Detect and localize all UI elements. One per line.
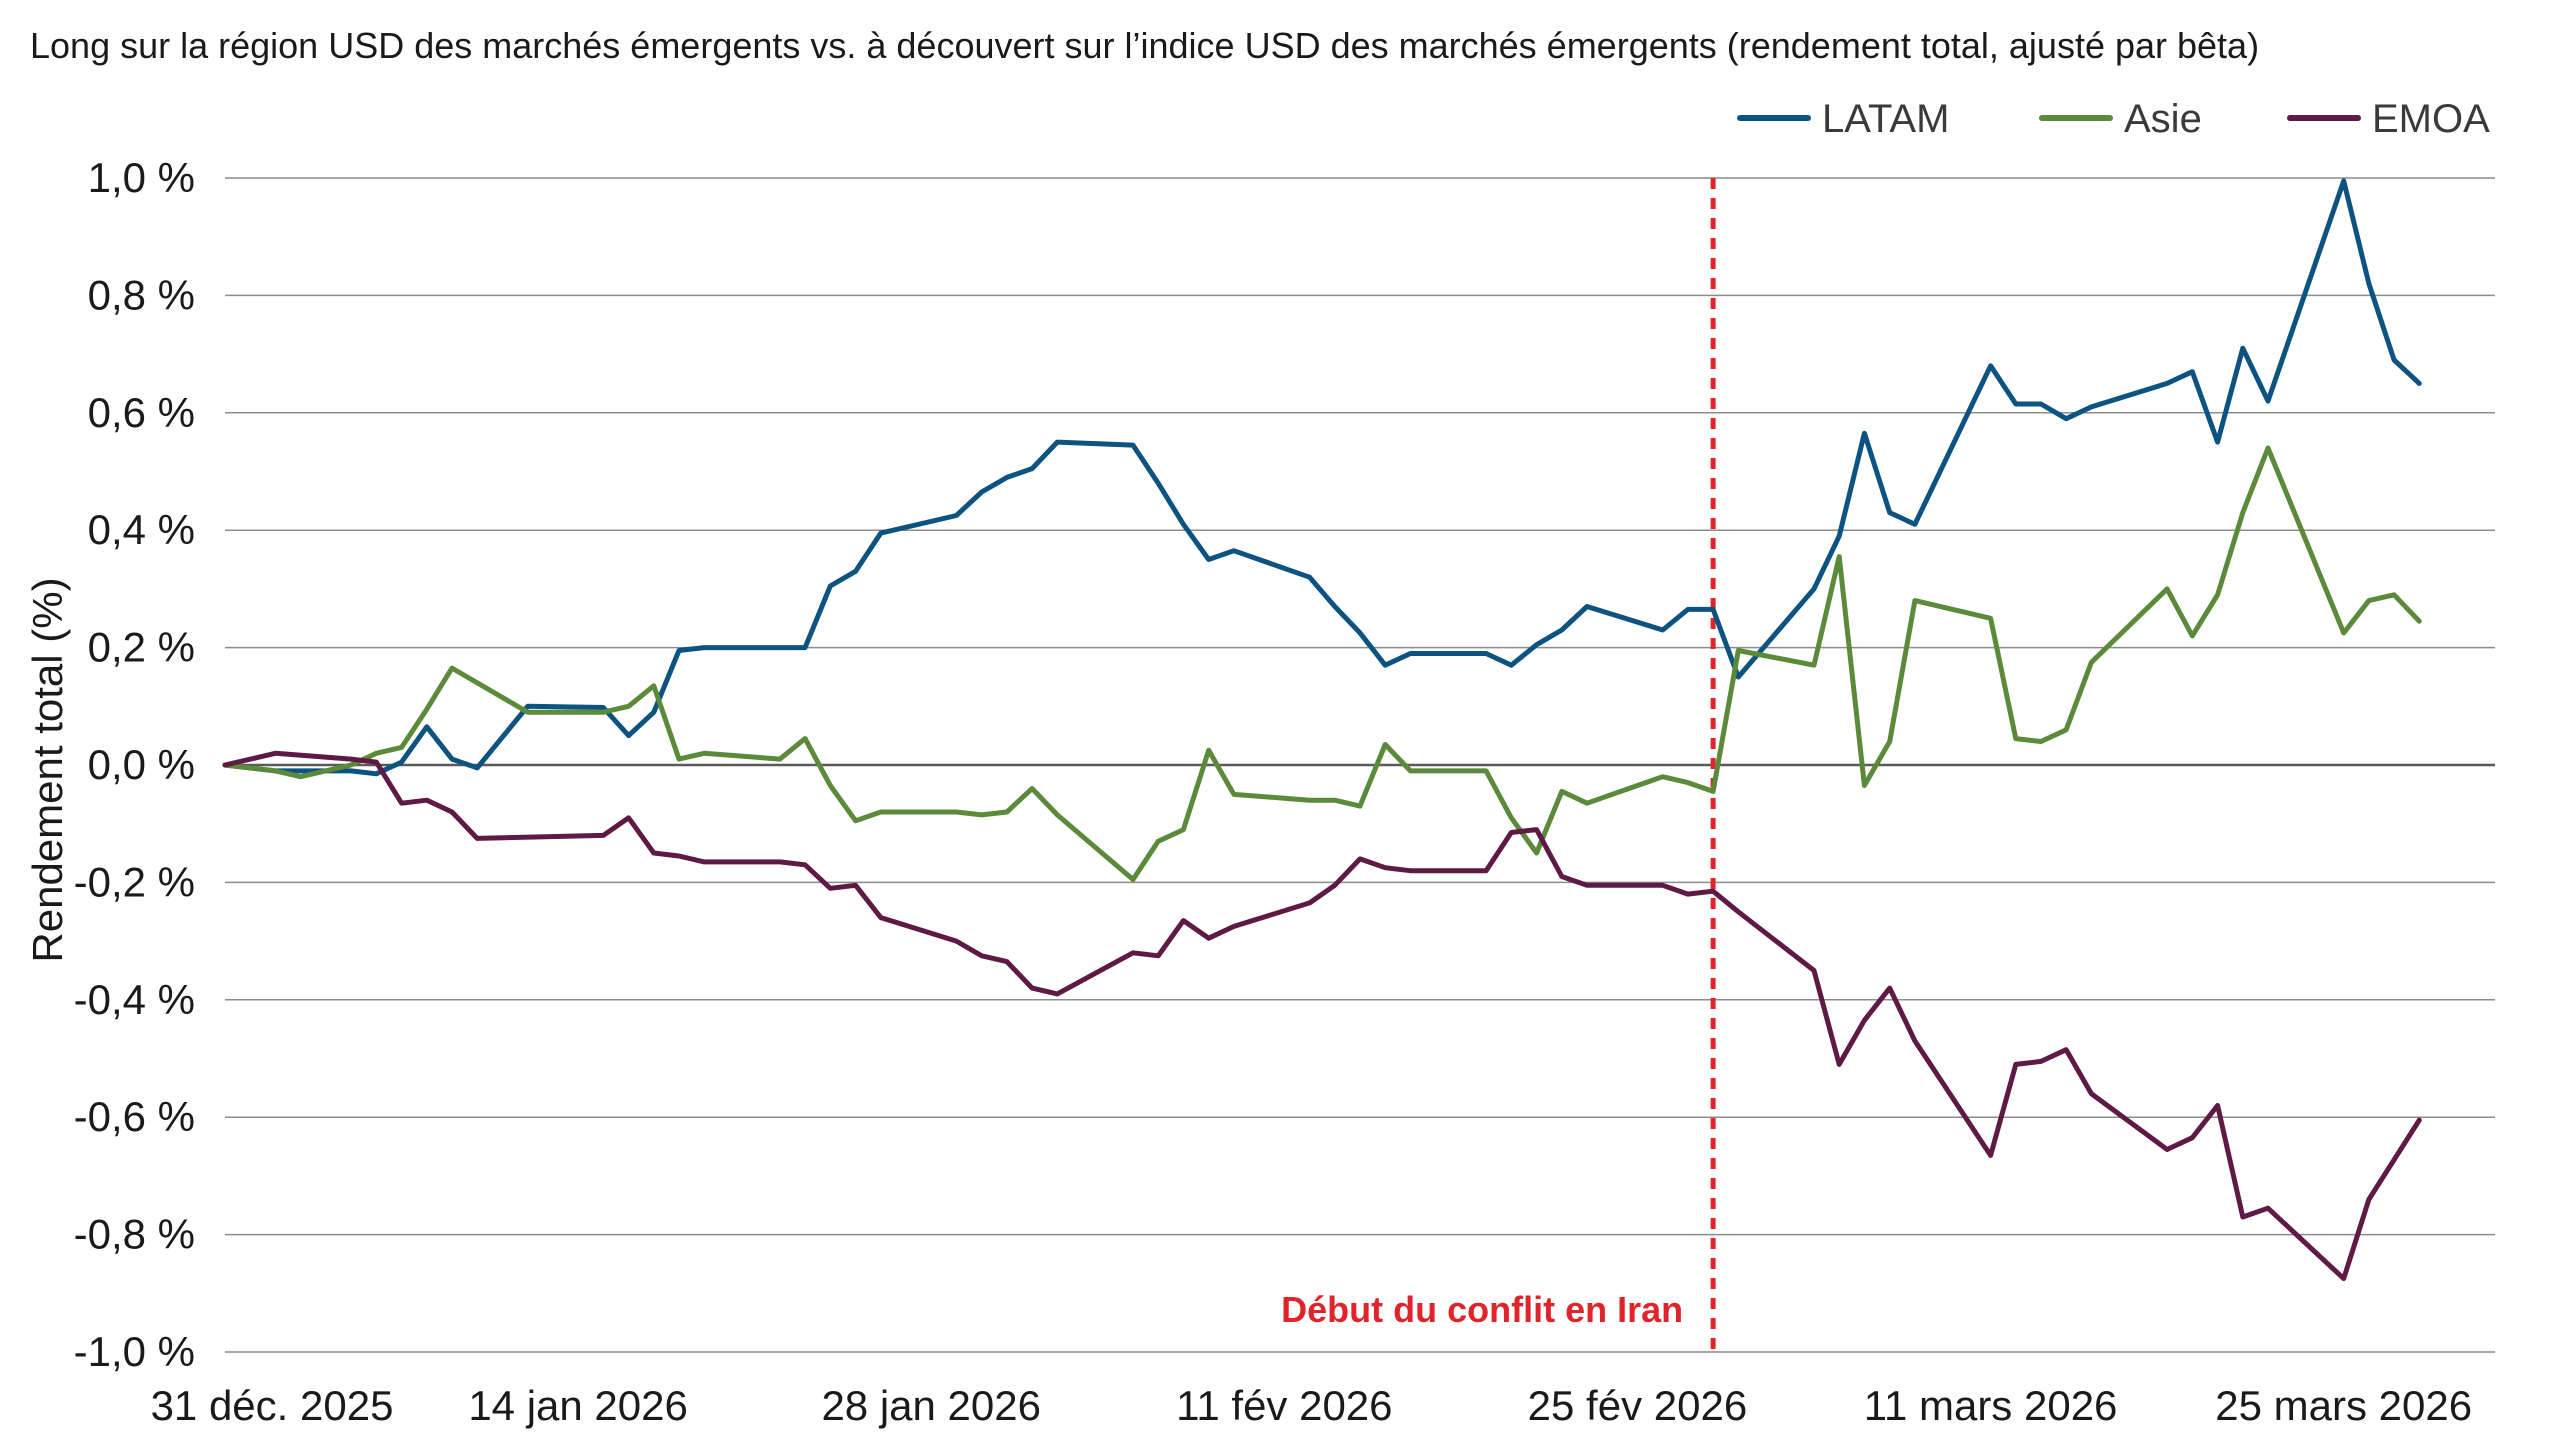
series-line-asie [222, 445, 2422, 882]
y-tick-label: 0,6 % [88, 389, 195, 436]
x-tick-label: 25 mars 2026 [2215, 1382, 2472, 1429]
legend: LATAM Asie EMOA [1737, 97, 2490, 141]
y-tick-label: 0,8 % [88, 271, 195, 318]
series-lines [222, 178, 2422, 1282]
legend-label-asie: Asie [2124, 97, 2202, 141]
x-tick-label: 28 jan 2026 [821, 1382, 1041, 1429]
y-tick-label: -1,0 % [74, 1328, 195, 1375]
x-axis-ticks: 31 déc. 2025 14 jan 2026 28 jan 2026 11 fév… [151, 1382, 2473, 1429]
chart-title: Long sur la région USD des marchés émerg… [30, 25, 2259, 66]
y-axis-title: Rendement total (%) [24, 577, 71, 962]
y-tick-label: 1,0 % [88, 154, 195, 201]
y-tick-label: -0,6 % [74, 1093, 195, 1140]
series-line-emoa [222, 750, 2422, 1282]
y-tick-label: 0,0 % [88, 741, 195, 788]
series-line-latam [222, 178, 2422, 777]
x-tick-label: 25 fév 2026 [1528, 1382, 1748, 1429]
y-axis-ticks: 1,0 % 0,8 % 0,6 % 0,4 % 0,2 % 0,0 % -0,2 % -0,4… [74, 154, 195, 1375]
x-tick-label: 14 jan 2026 [468, 1382, 688, 1429]
x-tick-label: 11 mars 2026 [1864, 1382, 2118, 1429]
y-tick-label: 0,2 % [88, 624, 195, 671]
y-tick-label: -0,8 % [74, 1211, 195, 1258]
legend-label-emoa: EMOA [2372, 97, 2490, 141]
x-tick-label: 31 déc. 2025 [151, 1382, 394, 1429]
annotation-label: Début du conflit en Iran [1281, 1289, 1683, 1330]
y-tick-label: -0,2 % [74, 858, 195, 905]
legend-label-latam: LATAM [1822, 97, 1949, 141]
x-tick-label: 11 fév 2026 [1176, 1382, 1392, 1429]
annotation: Début du conflit en Iran [1281, 178, 1716, 1352]
y-tick-label: 0,4 % [88, 506, 195, 553]
gridlines [225, 177, 2495, 1353]
y-tick-label: -0,4 % [74, 976, 195, 1023]
